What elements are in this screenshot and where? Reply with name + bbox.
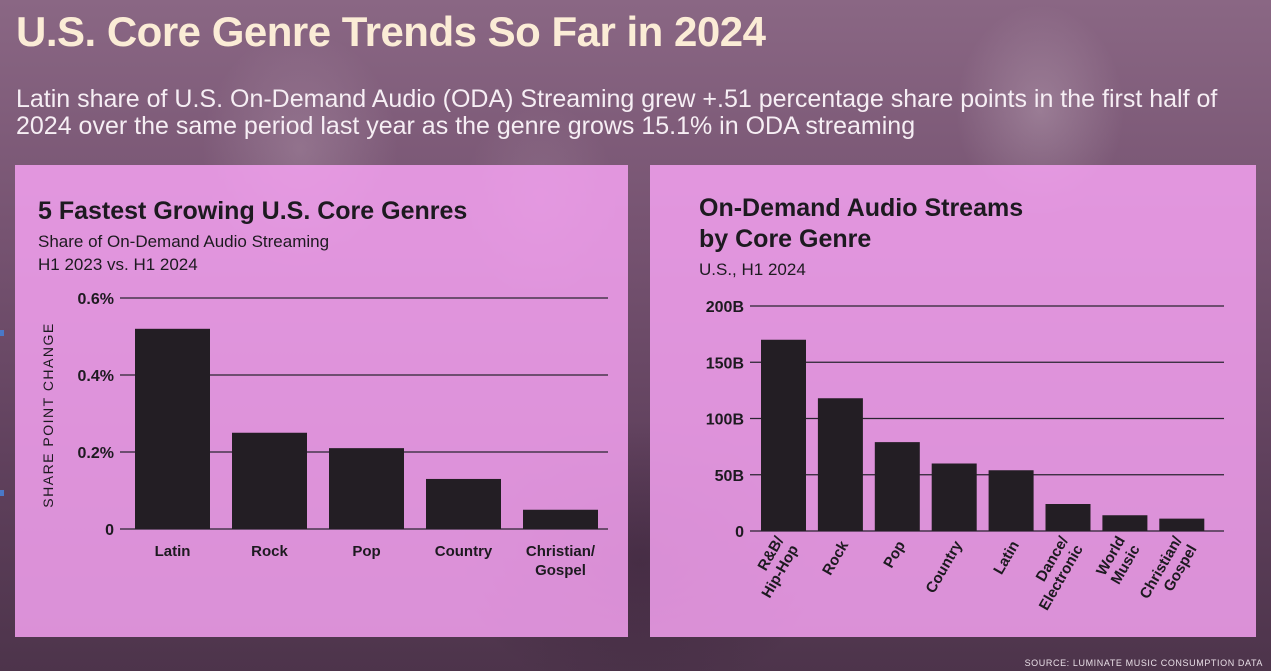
y-tick-label: 200B [706, 299, 744, 316]
bar-rock [232, 432, 307, 529]
left-chart-subtitle-line-2: H1 2023 vs. H1 2024 [38, 255, 198, 274]
bar-country [931, 463, 977, 531]
category-label: Christian/ [526, 543, 596, 560]
category-label: Rock [251, 543, 288, 560]
y-tick-label: 150B [706, 355, 744, 372]
category-label: Dance/Electronic [1021, 533, 1087, 614]
share-change-bar-chart: 0 0.2% 0.4% 0.6% SHARE POINT CHANGE Latin Rock… [40, 291, 608, 579]
right-chart-title-line-2: by Core Genre [699, 225, 872, 253]
bar-christian [1159, 518, 1205, 531]
right-chart-subtitle: U.S., H1 2024 [699, 260, 806, 279]
category-label-line: Rock [819, 537, 852, 578]
y-tick-label: 0 [735, 524, 744, 541]
category-label: Latin [990, 538, 1023, 578]
y-axis-label: SHARE POINT CHANGE [40, 322, 56, 507]
bar-latin [135, 328, 210, 529]
category-label-line: Pop [880, 538, 909, 571]
category-label: R&B/Hip-Hop [744, 533, 803, 601]
bar-pop [329, 448, 404, 529]
category-label: WorldMusic [1093, 534, 1144, 588]
bar-pop [874, 442, 920, 531]
y-tick-label: 100B [706, 412, 744, 429]
source-credit: SOURCE: LUMINATE MUSIC CONSUMPTION DATA [1024, 658, 1263, 668]
y-tick-label: 0.2% [78, 445, 114, 462]
fastest-growing-genres-panel: 5 Fastest Growing U.S. Core Genres Share… [15, 165, 628, 637]
bar-rock [817, 398, 863, 531]
bar-country [426, 478, 501, 529]
bar-dance [1045, 504, 1091, 531]
category-label: Latin [155, 543, 191, 560]
selection-handle-mark [0, 490, 4, 496]
selection-handle-mark [0, 330, 4, 336]
left-chart-title: 5 Fastest Growing U.S. Core Genres [38, 197, 468, 225]
y-tick-label: 0.4% [78, 368, 114, 385]
category-label: Pop [880, 538, 909, 571]
bar-christian [523, 509, 598, 529]
category-label: Christian/Gospel [1136, 533, 1200, 611]
bar-latin [988, 470, 1034, 531]
category-label: Country [435, 543, 493, 560]
category-label: Country [923, 537, 967, 596]
right-chart-title-line-1: On-Demand Audio Streams [699, 194, 1024, 222]
streams-bar-chart: 0 50B 100B 150B 200B R&B/Hip-Hop Rock Pop Countr… [706, 299, 1224, 614]
page-subtitle: Latin share of U.S. On-Demand Audio (ODA… [16, 85, 1218, 140]
category-label-line: Latin [990, 538, 1023, 578]
page-title: U.S. Core Genre Trends So Far in 2024 [16, 8, 766, 55]
category-label: Pop [352, 543, 380, 560]
left-chart-subtitle-line-1: Share of On-Demand Audio Streaming [38, 232, 330, 251]
bar-rb [761, 339, 806, 531]
category-label-line: Country [923, 537, 967, 596]
streams-by-genre-panel: On-Demand Audio Streams by Core Genre U.… [650, 165, 1256, 637]
y-tick-label: 0.6% [78, 291, 114, 308]
category-label: Gospel [535, 562, 586, 579]
category-label: Rock [819, 537, 852, 578]
y-tick-label: 50B [715, 468, 744, 485]
bar-world [1102, 515, 1148, 531]
y-tick-label: 0 [105, 522, 114, 539]
